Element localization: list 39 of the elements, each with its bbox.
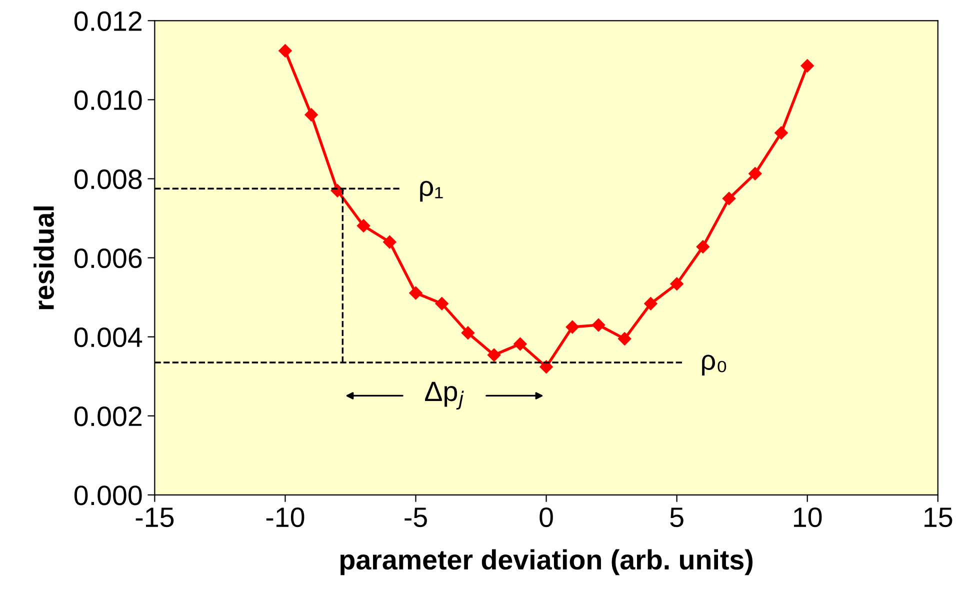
y-tick-label: 0.008 bbox=[74, 169, 142, 190]
point bbox=[592, 318, 606, 332]
point bbox=[722, 192, 736, 206]
y-tick-label: 0.002 bbox=[74, 406, 142, 426]
x-tick-label: 10 bbox=[794, 507, 822, 528]
point bbox=[566, 320, 579, 334]
point bbox=[696, 240, 710, 254]
y-tick-label: 0.004 bbox=[74, 328, 142, 348]
y-tick-label: 0.006 bbox=[74, 248, 142, 268]
point bbox=[618, 332, 632, 346]
point bbox=[304, 108, 318, 122]
point bbox=[487, 348, 501, 362]
ref-line-label: ρ₁ bbox=[420, 180, 443, 202]
point bbox=[514, 337, 527, 351]
x-tick-label: 0 bbox=[540, 507, 553, 528]
point bbox=[540, 360, 553, 374]
point bbox=[435, 297, 448, 310]
point bbox=[670, 277, 684, 290]
point bbox=[409, 286, 422, 300]
point bbox=[278, 44, 292, 58]
point bbox=[748, 167, 762, 180]
ref-line-label: ρ₀ bbox=[702, 354, 726, 376]
x-axis-title: parameter deviation (arb. units) bbox=[340, 549, 753, 576]
point bbox=[383, 235, 396, 249]
point bbox=[461, 326, 475, 340]
point bbox=[356, 219, 370, 232]
y-axis-title: residual bbox=[34, 206, 54, 310]
y-tick-label: 0.012 bbox=[74, 11, 142, 32]
point bbox=[800, 59, 814, 72]
y-tick-label: 0.010 bbox=[74, 90, 142, 110]
y-tick-label: 0.000 bbox=[74, 486, 142, 506]
x-tick-label: 15 bbox=[924, 508, 952, 528]
x-tick-label: -10 bbox=[266, 507, 304, 528]
point bbox=[774, 126, 788, 140]
x-tick-label: -5 bbox=[404, 508, 427, 528]
annotation: Δp$_{j}$ bbox=[425, 382, 464, 410]
x-tick-label: -15 bbox=[136, 508, 174, 528]
x-tick-label: 5 bbox=[670, 508, 684, 528]
point bbox=[644, 297, 658, 310]
